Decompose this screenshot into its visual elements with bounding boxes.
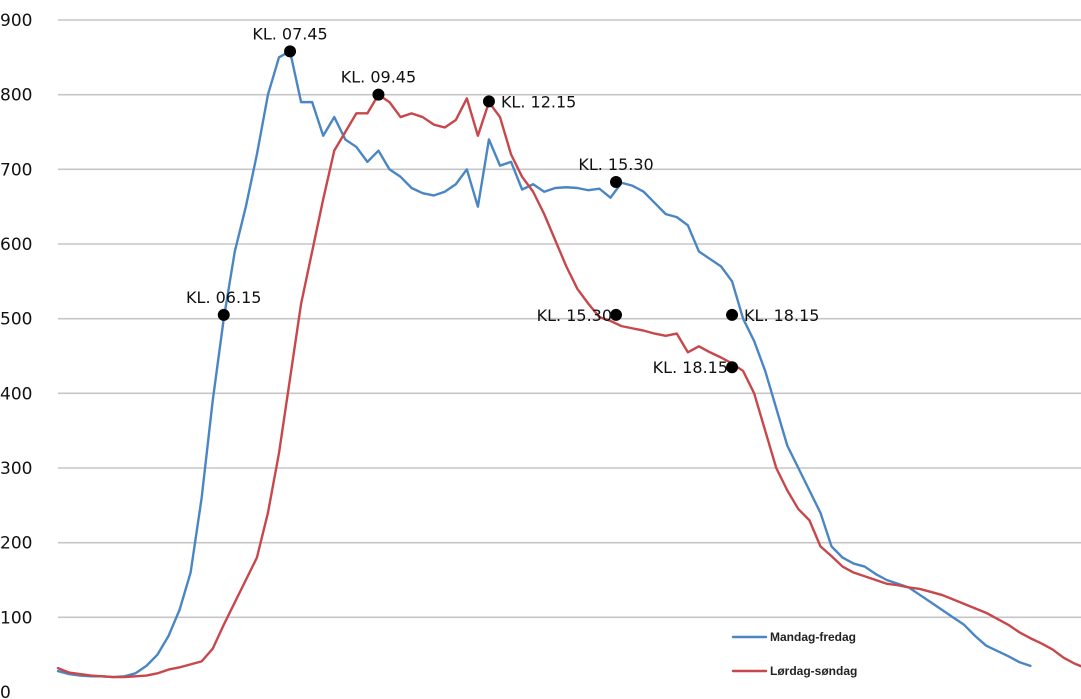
- gridlines: [58, 19, 1081, 619]
- legend: Mandag-fredag Lørdag-søndag: [731, 630, 857, 678]
- y-tick-label: 900: [0, 11, 32, 31]
- y-tick-label: 700: [0, 160, 32, 180]
- annotation-dot: [610, 308, 623, 321]
- annotation-dot: [610, 176, 623, 189]
- annotation-label: KL. 15.30: [578, 155, 653, 174]
- y-tick-label: 800: [0, 86, 32, 106]
- y-tick-label: 0: [0, 683, 11, 699]
- series-line-lordag-sondag: [56, 93, 1081, 679]
- annotation-label: KL. 12.15: [501, 92, 576, 111]
- y-tick-label: 600: [0, 235, 32, 255]
- annotation-label: KL. 09.45: [341, 68, 416, 87]
- annotation-label: KL. 07.45: [252, 24, 327, 43]
- y-tick-label: 400: [0, 384, 32, 404]
- annotation-dot: [482, 95, 495, 108]
- annotation-label: KL. 15.30: [537, 306, 612, 325]
- annotation-label: KL. 18.15: [744, 306, 819, 325]
- annotation-label: KL. 18.15: [653, 358, 728, 377]
- annotation-dot: [284, 45, 297, 58]
- annotation-dot: [726, 361, 739, 374]
- series-lines: [56, 50, 1081, 679]
- annotation-dot: [726, 308, 739, 321]
- y-tick-label: 300: [0, 459, 32, 479]
- annotation-label: KL. 06.15: [186, 288, 261, 307]
- y-tick-label: 200: [0, 534, 32, 554]
- y-axis-ticks: 0 100 200 300 400 500 600 700 800 900: [0, 11, 32, 699]
- legend-label-mandag-fredag: Mandag-fredag: [770, 630, 856, 644]
- legend-label-lordag-sondag: Lørdag-søndag: [770, 664, 857, 678]
- y-tick-label: 100: [0, 608, 32, 628]
- annotations: KL. 06.15 KL. 07.45 KL. 09.45 KL. 12.15 KL. …: [186, 24, 819, 377]
- annotation-dot: [217, 308, 230, 321]
- y-tick-label: 500: [0, 310, 32, 330]
- series-line-mandag-fredag: [56, 50, 1032, 679]
- annotation-dot: [372, 88, 385, 101]
